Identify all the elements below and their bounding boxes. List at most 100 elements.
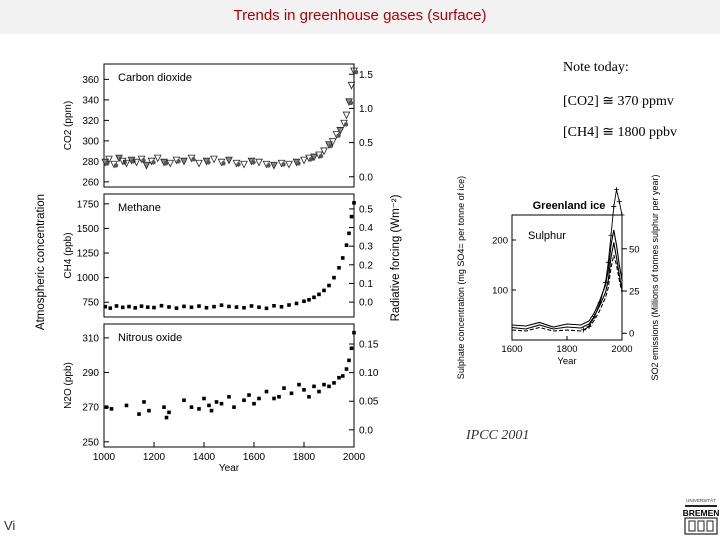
y-tick-label: 270 <box>82 403 99 414</box>
y-tick-label: 360 <box>82 75 99 86</box>
data-point <box>332 275 336 280</box>
y-tick-label: 260 <box>82 177 99 188</box>
y-tick-label: 1750 <box>77 199 100 210</box>
data-point <box>619 212 625 218</box>
data-point <box>236 162 241 167</box>
y-axis-label: N2O (ppb) <box>63 362 74 409</box>
data-point <box>597 300 603 306</box>
data-point <box>204 305 209 310</box>
shared-right-axis-label: Radiative forcing (Wm⁻²) <box>390 194 402 321</box>
data-point <box>307 394 311 399</box>
right-tick-label: 0.5 <box>359 204 373 215</box>
data-point <box>133 306 138 310</box>
data-point <box>302 299 306 304</box>
data-point <box>297 382 301 387</box>
shared-y-axis-label: Atmospheric concentration <box>35 194 47 330</box>
data-point <box>328 138 337 146</box>
data-point <box>108 306 113 310</box>
logo-top-text: UNIVERSITÄT <box>686 497 716 503</box>
right-tick-label: 0.0 <box>359 298 373 309</box>
right-tick-label: 0.2 <box>359 260 373 271</box>
data-point <box>142 161 151 170</box>
series-line <box>511 229 623 328</box>
logo-main-text: BREMEN <box>683 508 719 518</box>
data-point <box>603 280 608 286</box>
y-axis-label: Sulphate concentration (mg SO4= per tonn… <box>456 176 466 379</box>
slide-title: Trends in greenhouse gases (surface) <box>233 7 487 24</box>
data-point <box>308 157 314 162</box>
right-tick-label: 0.0 <box>359 425 373 436</box>
data-point <box>202 396 206 401</box>
series-line <box>511 254 623 332</box>
right-tick-label: 0.1 <box>359 279 373 290</box>
data-point <box>327 283 331 288</box>
data-point <box>340 256 345 260</box>
data-point <box>164 415 169 420</box>
data-point <box>302 388 306 392</box>
data-point <box>141 158 146 163</box>
footer-text: Vi <box>4 518 16 533</box>
data-point <box>122 159 131 168</box>
data-point <box>227 304 231 309</box>
data-point <box>264 389 269 394</box>
data-point <box>242 398 246 403</box>
data-point <box>344 243 349 247</box>
right-axis-label: SO2 emissions (Millions of tonnes sulphu… <box>650 174 660 380</box>
data-point <box>242 305 246 310</box>
panel-title: Carbon dioxide <box>118 72 192 84</box>
x-tick-label: 1200 <box>143 452 166 463</box>
data-point <box>337 375 341 380</box>
data-point <box>137 412 141 416</box>
data-point <box>189 305 194 310</box>
data-point <box>318 154 324 159</box>
data-point <box>139 304 144 308</box>
y-tick-label: 200 <box>492 236 508 247</box>
right-tick-label: 0.10 <box>359 368 379 379</box>
data-point <box>608 232 614 238</box>
data-point <box>147 408 151 413</box>
data-point <box>264 306 269 311</box>
data-point <box>272 303 276 308</box>
data-point <box>210 155 218 164</box>
right-tick-label: 0.3 <box>359 242 373 253</box>
x-tick-label: 1800 <box>293 452 316 463</box>
data-point <box>349 214 354 219</box>
right-tick-label: 0.05 <box>359 397 379 408</box>
n2o-panel: Nitrous oxide 250 270 290 310 0.15 0.10 0.05 0.0… <box>63 323 379 474</box>
data-point <box>195 159 203 168</box>
data-point <box>344 367 349 371</box>
logo-frame <box>684 517 718 535</box>
right-tick-label: 50 <box>629 244 640 255</box>
right-tick-label: 0.0 <box>359 172 373 183</box>
data-point <box>337 266 341 270</box>
data-point <box>152 305 156 310</box>
data-point <box>266 163 271 168</box>
data-point <box>327 384 331 389</box>
y-tick-label: 750 <box>82 298 99 309</box>
data-point <box>127 304 131 309</box>
data-point <box>255 158 263 167</box>
right-tick-label: 0.4 <box>359 223 373 234</box>
data-point <box>182 398 186 403</box>
data-point <box>167 410 171 415</box>
data-point <box>191 157 196 162</box>
data-point <box>277 394 281 399</box>
data-point <box>159 303 164 308</box>
co2-panel: Carbon dioxide 260 280 300 320 340 360 1.5 1.0 0.… <box>63 63 373 188</box>
data-point <box>180 157 188 166</box>
panel-frame <box>103 193 355 318</box>
y-axis-label: CO2 (ppm) <box>63 101 74 150</box>
data-point <box>312 295 316 300</box>
data-point <box>174 306 179 310</box>
data-point <box>592 313 597 319</box>
data-point <box>347 81 356 90</box>
data-point <box>219 303 224 307</box>
data-point <box>166 159 175 168</box>
data-point <box>281 162 286 167</box>
data-point <box>289 391 294 396</box>
data-point <box>145 305 150 309</box>
data-point <box>352 330 356 335</box>
data-point <box>257 396 261 401</box>
data-point <box>153 154 162 163</box>
shared-axis-labels: Atmospheric concentration Radiative forci… <box>35 194 402 330</box>
